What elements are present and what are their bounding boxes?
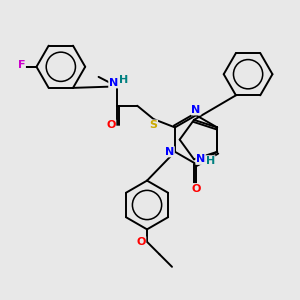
Text: N: N (165, 147, 174, 157)
Text: S: S (150, 120, 158, 130)
Text: N: N (191, 105, 201, 115)
Text: F: F (18, 60, 25, 70)
Text: O: O (106, 120, 116, 130)
Text: N: N (109, 78, 118, 88)
Text: O: O (191, 184, 201, 194)
Text: O: O (136, 237, 146, 247)
Text: N: N (196, 154, 205, 164)
Text: H: H (206, 156, 215, 166)
Text: H: H (119, 75, 128, 85)
